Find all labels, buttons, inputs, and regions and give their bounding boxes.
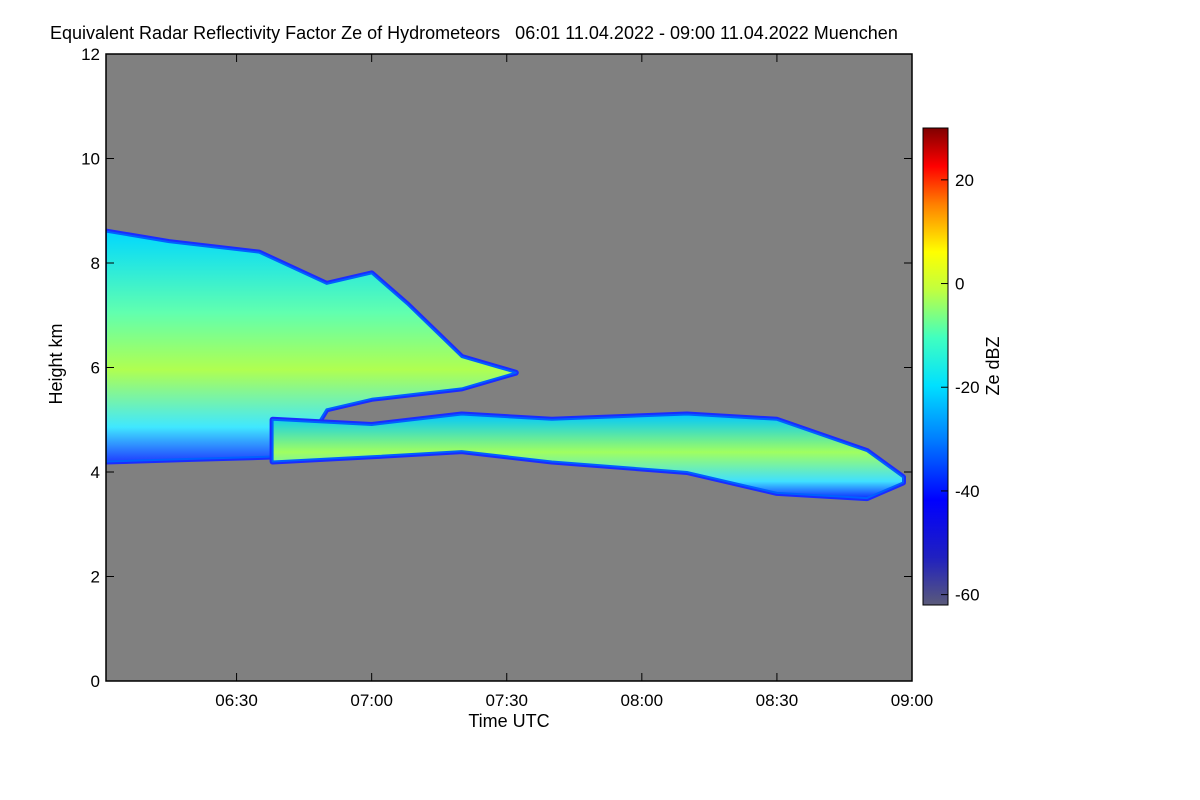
y-axis: 0 2 4 6 8 10 12 xyxy=(81,45,912,691)
colorbar-ticks: 20 0 -20 -40 -60 xyxy=(941,171,980,605)
x-tick-label: 07:30 xyxy=(485,691,528,710)
colorbar-tick-label: 20 xyxy=(955,171,974,190)
chart-title: Equivalent Radar Reflectivity Factor Ze … xyxy=(50,23,898,43)
x-tick-label: 09:00 xyxy=(891,691,934,710)
colorbar-tick-label: -40 xyxy=(955,482,980,501)
echo-layer xyxy=(106,228,906,502)
x-axis: 06:30 07:00 07:30 08:00 08:30 09:00 xyxy=(215,54,933,710)
x-tick-label: 07:00 xyxy=(350,691,393,710)
y-tick-label: 10 xyxy=(81,150,100,169)
x-tick-label: 08:30 xyxy=(756,691,799,710)
echo-region xyxy=(106,230,517,463)
x-tick-label: 06:30 xyxy=(215,691,258,710)
y-tick-label: 6 xyxy=(91,359,100,378)
echo-region xyxy=(271,413,904,500)
colorbar: 20 0 -20 -40 -60 Ze dBZ xyxy=(922,127,1003,606)
y-tick-label: 12 xyxy=(81,45,100,64)
y-tick-label: 2 xyxy=(91,568,100,587)
colorbar-tick-label: 0 xyxy=(955,275,964,294)
x-tick-label: 08:00 xyxy=(621,691,664,710)
colorbar-tick-label: -60 xyxy=(955,586,980,605)
colorbar-gradient xyxy=(922,127,949,606)
x-axis-label: Time UTC xyxy=(468,711,549,731)
y-tick-label: 4 xyxy=(91,463,100,482)
colorbar-tick-label: -20 xyxy=(955,378,980,397)
y-tick-label: 0 xyxy=(91,672,100,691)
y-tick-label: 8 xyxy=(91,254,100,273)
plot-area: 06:30 07:00 07:30 08:00 08:30 09:00 0 2 4 6 8 10 12 xyxy=(81,45,933,710)
colorbar-label: Ze dBZ xyxy=(983,336,1003,395)
y-axis-label: Height km xyxy=(46,323,66,404)
